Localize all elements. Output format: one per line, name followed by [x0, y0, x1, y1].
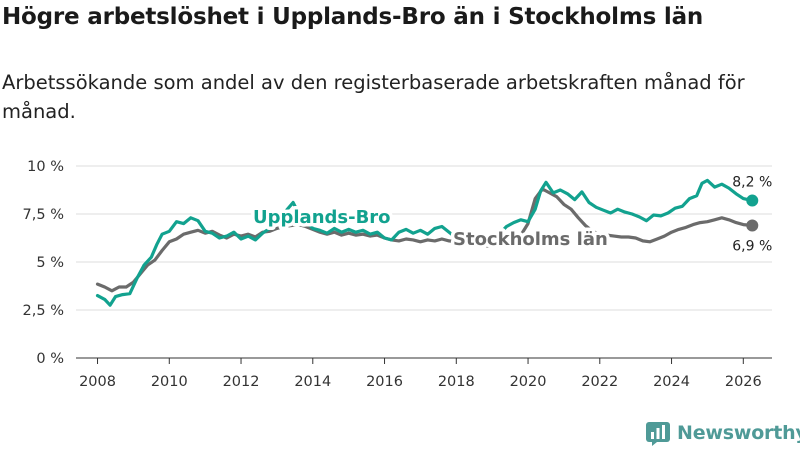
y-tick-label: 5 % [36, 255, 64, 271]
y-tick-label: 0 % [36, 351, 64, 367]
x-tick-label: 2012 [223, 374, 260, 390]
series-label-upplands-bro: Upplands-Bro [253, 207, 391, 228]
series-end-dot-stockholms-lan [746, 219, 759, 232]
x-tick-label: 2014 [294, 374, 331, 390]
x-tick-label: 2010 [151, 374, 188, 390]
chart-title: Högre arbetslöshet i Upplands-Bro än i S… [2, 4, 704, 30]
line-chart: 0 % 2,5 % 5 % 7,5 % 10 % 2008 2010 2012 2014 2016… [23, 159, 773, 390]
end-value-label: 6,9 % [732, 239, 772, 255]
series-line-upplands-bro [95, 178, 754, 307]
x-tick-label: 2026 [725, 374, 762, 390]
end-value-label: 8,2 % [732, 175, 772, 191]
series-label-stockholms-lan-halo: Stockholms län [453, 229, 608, 250]
x-tick-label: 2022 [581, 374, 618, 390]
x-tick-label: 2020 [510, 374, 547, 390]
grid-layer [76, 165, 772, 359]
y-tick-label: 2,5 % [23, 303, 64, 319]
series-layer [95, 178, 759, 307]
y-tick-label: 10 % [27, 159, 64, 175]
series-label-upplands-bro-halo: Upplands-Bro [253, 207, 391, 228]
newsworthy-logo-icon [646, 422, 670, 446]
x-tick-label: 2018 [438, 374, 475, 390]
x-tick-label: 2024 [653, 374, 690, 390]
x-tick-label: 2008 [79, 374, 116, 390]
series-label-stockholms-lan: Stockholms län [453, 229, 608, 250]
series-line-stockholms-lan [95, 187, 754, 293]
chart-subtitle: Arbetssökande som andel av den registerb… [2, 71, 745, 123]
brand-logo: Newsworthy [645, 420, 800, 446]
brand-name: Newsworthy [677, 422, 800, 444]
series-end-dot-upplands-bro [746, 194, 759, 207]
x-tick-label: 2016 [366, 374, 403, 390]
axis-layer: 0 % 2,5 % 5 % 7,5 % 10 % 2008 2010 2012 2014 2016… [23, 159, 772, 390]
y-tick-label: 7,5 % [23, 207, 64, 223]
